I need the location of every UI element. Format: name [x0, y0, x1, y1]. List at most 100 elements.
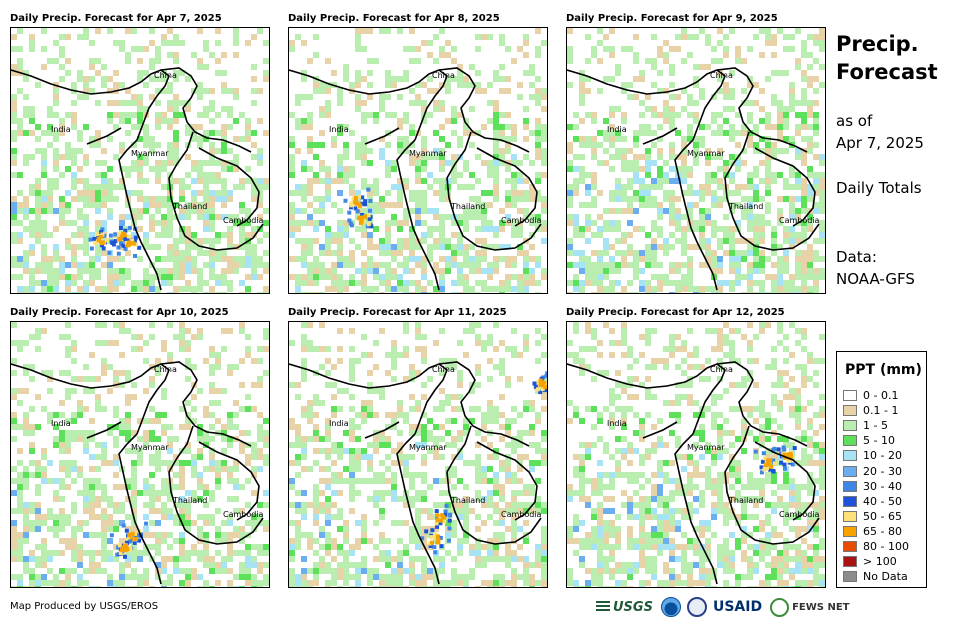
usaid-seal-icon — [686, 597, 707, 617]
legend-item: > 100 — [843, 554, 909, 569]
country-border — [567, 69, 726, 141]
panel-title: Daily Precip. Forecast for Apr 9, 2025 — [566, 13, 778, 24]
precip-map: China India Myanmar Thailand Cambodia — [10, 27, 270, 294]
legend-label: 5 - 10 — [863, 434, 895, 448]
legend-label: 30 - 40 — [863, 479, 902, 493]
precip-raster: China India Myanmar Thailand Cambodia — [289, 28, 547, 293]
country-border — [446, 425, 542, 545]
as-of-block: as of Apr 7, 2025 — [836, 110, 924, 154]
map-label-cambodia: Cambodia — [501, 510, 542, 519]
map-label-myanmar: Myanmar — [687, 149, 725, 158]
legend-item: 10 - 20 — [843, 448, 909, 463]
country-border — [198, 147, 260, 227]
map-label-thailand: Thailand — [728, 202, 763, 211]
as-of-date: Apr 7, 2025 — [836, 134, 924, 152]
country-border — [674, 139, 718, 291]
noaa-logo-icon — [660, 597, 681, 617]
map-label-thailand: Thailand — [450, 496, 485, 505]
legend-item: 5 - 10 — [843, 433, 909, 448]
data-source-block: Data: NOAA-GFS — [836, 246, 915, 290]
legend-label: 40 - 50 — [863, 494, 902, 508]
usgs-logo: USGS — [596, 600, 653, 615]
country-border — [289, 363, 448, 435]
panel-title: Daily Precip. Forecast for Apr 10, 2025 — [10, 307, 229, 318]
legend-title: PPT (mm) — [845, 362, 922, 378]
forecast-panel-apr8: Daily Precip. Forecast for Apr 8, 2025 C… — [288, 13, 548, 294]
legend-swatch — [843, 495, 857, 507]
as-of-label: as of — [836, 112, 873, 130]
legend-label: 0 - 0.1 — [863, 389, 899, 403]
map-label-cambodia: Cambodia — [501, 216, 542, 225]
legend-label: 80 - 100 — [863, 539, 909, 553]
country-border — [724, 131, 820, 251]
country-border — [476, 147, 538, 227]
legend-item: 20 - 30 — [843, 463, 909, 478]
country-border — [674, 433, 718, 585]
legend-swatch — [843, 405, 857, 417]
country-border — [118, 139, 162, 291]
country-border — [476, 441, 538, 521]
legend-swatch — [843, 435, 857, 447]
legend-swatch — [843, 540, 857, 552]
map-label-india: India — [329, 125, 349, 134]
map-label-myanmar: Myanmar — [131, 443, 169, 452]
legend-swatch — [843, 571, 857, 583]
precip-raster: China India Myanmar Thailand Cambodia — [567, 322, 825, 587]
country-border — [364, 127, 400, 145]
country-border — [160, 361, 252, 447]
usgs-bars-icon — [596, 601, 610, 613]
map-label-thailand: Thailand — [172, 202, 207, 211]
daily-totals-label: Daily Totals — [836, 179, 922, 197]
map-label-myanmar: Myanmar — [409, 149, 447, 158]
legend-swatch — [843, 450, 857, 462]
country-border — [364, 421, 400, 439]
panel-title: Daily Precip. Forecast for Apr 7, 2025 — [10, 13, 222, 24]
map-label-thailand: Thailand — [172, 496, 207, 505]
precip-map: China India Myanmar Thailand Cambodia — [10, 321, 270, 588]
legend-swatch — [843, 465, 857, 477]
legend-swatch — [843, 510, 857, 522]
panel-title: Daily Precip. Forecast for Apr 8, 2025 — [288, 13, 500, 24]
map-label-thailand: Thailand — [450, 202, 485, 211]
country-border — [168, 131, 264, 251]
country-border — [567, 363, 726, 435]
legend-item: 50 - 65 — [843, 509, 909, 524]
map-label-myanmar: Myanmar — [409, 443, 447, 452]
precip-raster: China India Myanmar Thailand Cambodia — [11, 28, 269, 293]
forecast-panel-apr9: Daily Precip. Forecast for Apr 9, 2025 C… — [566, 13, 826, 294]
precip-map: China India Myanmar Thailand Cambodia — [288, 27, 548, 294]
data-label: Data: — [836, 248, 877, 266]
map-label-china: China — [710, 71, 733, 80]
legend-label: 0.1 - 1 — [863, 404, 899, 418]
country-border — [446, 131, 542, 251]
legend-swatch — [843, 390, 857, 402]
legend-item: 30 - 40 — [843, 479, 909, 494]
country-border — [11, 363, 170, 435]
map-label-china: China — [432, 365, 455, 374]
map-label-cambodia: Cambodia — [779, 510, 820, 519]
title-line-2: Forecast — [836, 60, 938, 84]
country-border — [118, 433, 162, 585]
title-line-1: Precip. — [836, 32, 919, 56]
forecast-panel-apr11: Daily Precip. Forecast for Apr 11, 2025 … — [288, 307, 548, 588]
country-border — [198, 441, 260, 521]
legend-item: 80 - 100 — [843, 539, 909, 554]
map-label-cambodia: Cambodia — [779, 216, 820, 225]
map-label-thailand: Thailand — [728, 496, 763, 505]
country-border — [438, 67, 530, 153]
country-border — [438, 361, 530, 447]
sidebar-title: Precip. Forecast — [836, 30, 938, 86]
precip-map: China India Myanmar Thailand Cambodia — [566, 27, 826, 294]
precip-raster: China India Myanmar Thailand Cambodia — [11, 322, 269, 587]
precip-map: China India Myanmar Thailand Cambodia — [566, 321, 826, 588]
country-border — [86, 421, 122, 439]
map-label-myanmar: Myanmar — [687, 443, 725, 452]
country-border — [396, 433, 440, 585]
country-border — [289, 69, 448, 141]
map-label-cambodia: Cambodia — [223, 510, 264, 519]
country-border — [168, 425, 264, 545]
forecast-panel-apr10: Daily Precip. Forecast for Apr 10, 2025 … — [10, 307, 270, 588]
data-source: NOAA-GFS — [836, 270, 915, 288]
